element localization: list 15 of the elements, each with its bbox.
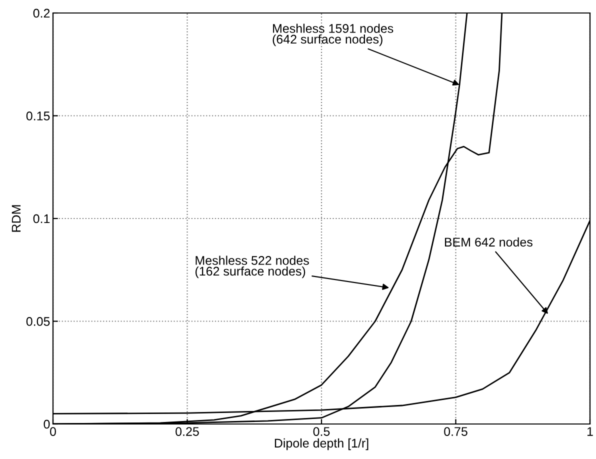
y-tick-label: 0.05: [26, 317, 50, 326]
x-tick-label: 0: [50, 427, 56, 436]
x-tick-label: 0.25: [176, 427, 199, 436]
y-tick-label: 0.2: [33, 8, 50, 18]
x-tick-label: 1: [587, 427, 593, 436]
x-axis-title: Dipole depth [1/r]: [274, 438, 368, 450]
x-tick-label: 0.75: [444, 427, 468, 436]
y-tick-label: 0.1: [33, 214, 50, 224]
x-tick-label: 0.5: [313, 427, 330, 436]
y-tick-label: 0.15: [26, 112, 50, 120]
annotation: Meshless 522 nodes (162 surface nodes): [195, 256, 309, 278]
y-tick-label: 0: [44, 420, 50, 429]
y-axis-title: RDM: [12, 205, 21, 232]
annotation: BEM 642 nodes: [444, 237, 532, 247]
annotation: Meshless 1591 nodes (642 surface nodes): [272, 24, 394, 46]
